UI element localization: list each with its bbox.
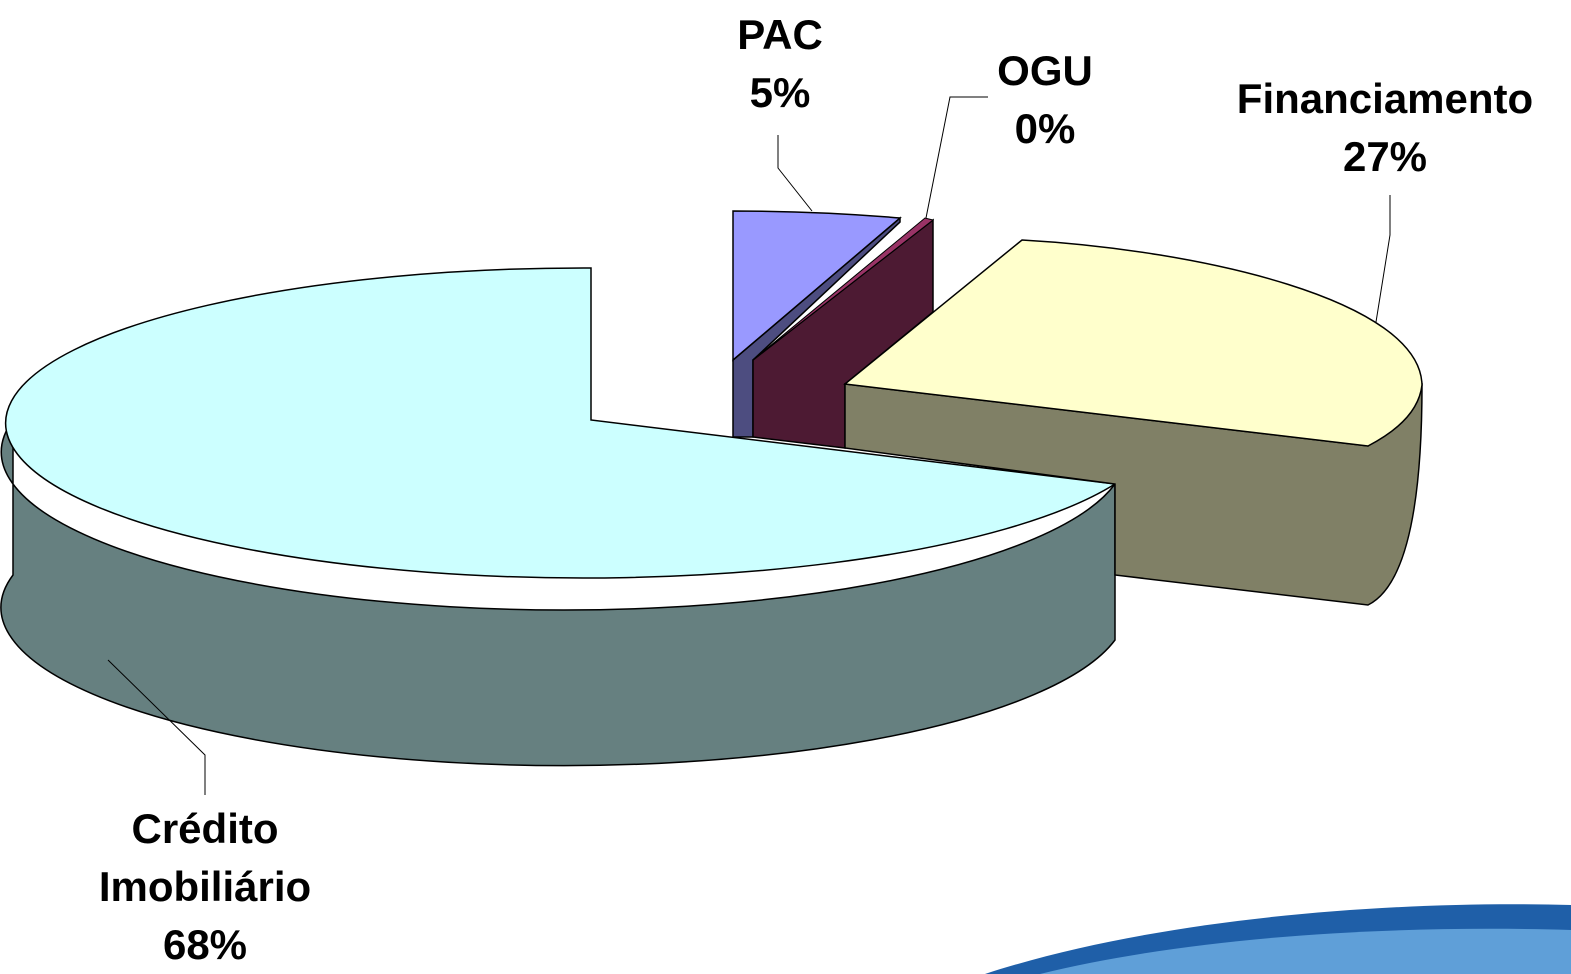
slice-side-credito <box>0 417 1116 767</box>
slice-label-pac: PAC 5% <box>700 6 860 122</box>
slice-name-ogu: OGU <box>997 47 1093 94</box>
slice-top-ogu <box>752 217 935 361</box>
slice-top-financiamento <box>843 239 1423 447</box>
leader-line-pac <box>777 135 813 212</box>
decorative-swoosh <box>985 904 1571 974</box>
leader-line-ogu <box>925 96 988 219</box>
slice-label-credito: Crédito Imobiliário 68% <box>40 800 370 974</box>
slice-name-credito-line1: Crédito <box>131 805 279 852</box>
slice-percent-ogu: 0% <box>1014 105 1076 152</box>
slice-name-financiamento: Financiamento <box>1236 75 1534 122</box>
slice-name-pac: PAC <box>737 11 823 58</box>
leader-line-credito <box>107 659 206 795</box>
slice-name-credito-line2: Imobiliário <box>98 863 312 910</box>
leader-line-financiamento <box>1375 195 1391 323</box>
slice-side-financiamento <box>844 383 1423 606</box>
slice-percent-credito: 68% <box>162 921 248 968</box>
slice-percent-financiamento: 27% <box>1342 133 1428 180</box>
slice-label-financiamento: Financiamento 27% <box>1200 70 1570 186</box>
slice-percent-pac: 5% <box>749 69 811 116</box>
slice-label-ogu: OGU 0% <box>965 42 1125 158</box>
slice-top-pac <box>732 210 902 362</box>
slice-top-credito <box>4 267 1118 579</box>
